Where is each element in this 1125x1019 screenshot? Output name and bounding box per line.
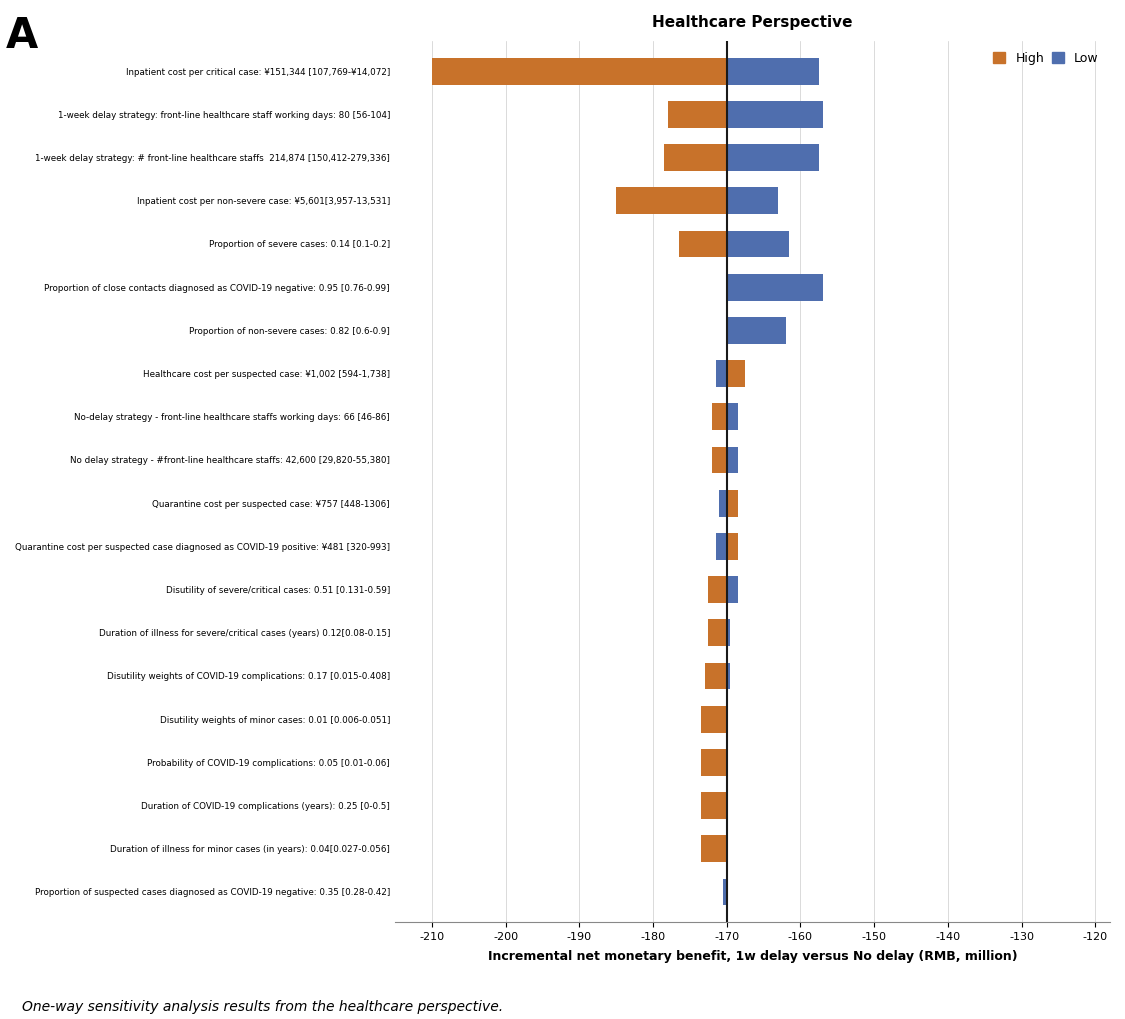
Bar — [668, 101, 727, 127]
Title: Healthcare Perspective: Healthcare Perspective — [652, 15, 853, 30]
Bar — [727, 274, 738, 301]
Bar — [709, 620, 727, 646]
Bar — [701, 836, 727, 862]
Text: A: A — [6, 15, 38, 57]
Legend: High, Low: High, Low — [988, 47, 1104, 70]
Bar — [727, 446, 738, 474]
Bar — [727, 144, 819, 171]
Bar — [704, 662, 727, 689]
Bar — [664, 144, 727, 171]
Bar — [727, 101, 822, 127]
Bar — [701, 792, 727, 819]
X-axis label: Incremental net monetary benefit, 1w delay versus No delay (RMB, million): Incremental net monetary benefit, 1w del… — [487, 951, 1017, 963]
Bar — [727, 404, 738, 430]
Bar — [727, 662, 730, 689]
Bar — [432, 58, 727, 85]
Bar — [716, 360, 727, 387]
Bar — [723, 878, 727, 905]
Bar — [727, 317, 741, 343]
Bar — [701, 749, 727, 775]
Bar — [712, 446, 727, 474]
Bar — [727, 317, 785, 343]
Bar — [727, 274, 822, 301]
Bar — [719, 490, 727, 517]
Bar — [701, 706, 727, 733]
Bar — [727, 230, 790, 258]
Bar — [678, 230, 727, 258]
Bar — [716, 533, 727, 559]
Bar — [727, 490, 738, 517]
Bar — [709, 576, 727, 603]
Bar — [727, 533, 738, 559]
Bar — [727, 187, 778, 214]
Bar — [727, 58, 819, 85]
Bar — [616, 187, 727, 214]
Bar — [712, 404, 727, 430]
Bar — [727, 620, 730, 646]
Text: One-way sensitivity analysis results from the healthcare perspective.: One-way sensitivity analysis results fro… — [22, 1000, 504, 1014]
Bar — [727, 360, 745, 387]
Bar — [727, 576, 738, 603]
